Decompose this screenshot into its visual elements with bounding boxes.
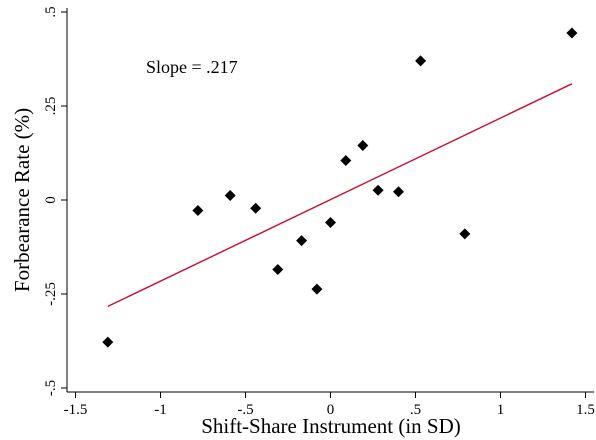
fit-line <box>107 83 573 308</box>
data-point <box>459 228 471 240</box>
data-point <box>372 184 384 196</box>
data-points <box>102 27 578 348</box>
y-tick-label: 0 <box>43 196 59 204</box>
y-tick-label: .25 <box>43 97 59 116</box>
data-point <box>192 205 204 217</box>
x-tick-label: 0 <box>327 402 335 418</box>
fit-line-group <box>107 83 573 308</box>
y-axis-title: Forbearance Rate (%) <box>10 108 34 292</box>
axes: -1.5 -1 -.5 0 .5 1 1.5 -.5 -.25 0 .25 .5 <box>43 6 595 418</box>
data-point <box>250 202 262 214</box>
data-point <box>102 336 114 348</box>
x-tick-label: -1 <box>154 402 167 418</box>
y-tick-label: -.5 <box>43 380 59 396</box>
data-point <box>415 55 427 67</box>
data-point <box>325 217 336 229</box>
x-tick-label: -.5 <box>237 402 253 418</box>
x-tick-label: .5 <box>410 402 421 418</box>
x-tick-label: 1 <box>497 402 505 418</box>
data-point <box>224 189 236 201</box>
data-point <box>272 264 284 276</box>
y-tick-label: -.25 <box>43 282 59 306</box>
x-axis-title: Shift-Share Instrument (in SD) <box>201 414 461 438</box>
x-tick-label: 1.5 <box>576 402 595 418</box>
y-tick-label: .5 <box>43 6 59 17</box>
x-tick-label: -1.5 <box>64 402 88 418</box>
data-point <box>566 27 578 39</box>
data-point <box>311 283 323 295</box>
data-point <box>393 186 404 198</box>
data-point <box>296 235 308 247</box>
slope-annotation: Slope = .217 <box>146 57 238 77</box>
data-point <box>357 139 369 151</box>
data-point <box>340 155 352 167</box>
